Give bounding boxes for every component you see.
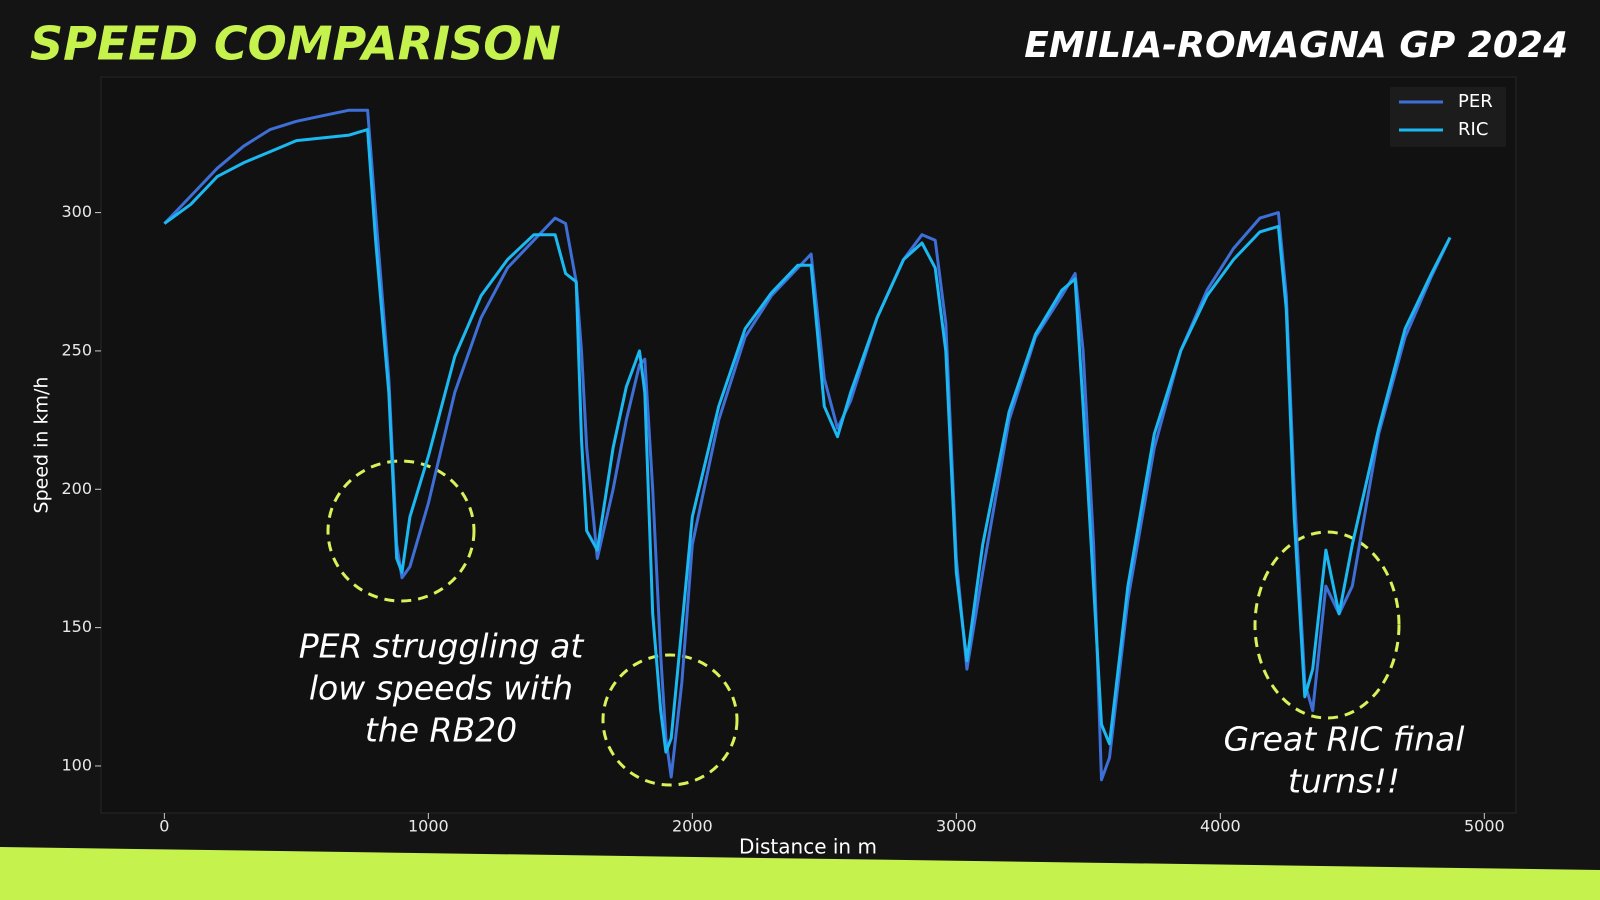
x-tick-label: 1000 xyxy=(408,817,449,836)
annotation: turns!! xyxy=(1288,762,1400,801)
x-tick-label: 2000 xyxy=(672,817,713,836)
accent-band xyxy=(0,847,1600,900)
line-series xyxy=(163,108,1452,782)
x-axis-label: Distance in m xyxy=(739,835,877,859)
x-tick-label: 3000 xyxy=(936,817,977,836)
plot-area xyxy=(100,76,1517,814)
y-axis-label: Speed in km/h xyxy=(31,377,53,514)
legend: PER RIC xyxy=(1390,87,1506,147)
highlight-circle xyxy=(1253,530,1401,720)
highlight-circles xyxy=(326,459,1401,787)
annotation: Great RIC final xyxy=(1224,720,1465,759)
y-tick-label: 300 xyxy=(61,202,92,221)
highlight-circle xyxy=(601,653,739,787)
x-tick-label: 5000 xyxy=(1464,817,1505,836)
x-tick-label: 4000 xyxy=(1200,817,1241,836)
y-tick-label: 250 xyxy=(61,340,92,359)
highlight-circle xyxy=(326,459,476,603)
annotation: PER struggling at xyxy=(299,627,585,666)
y-tick-label: 150 xyxy=(61,617,92,636)
x-tick-label: 0 xyxy=(159,817,169,836)
legend-label: RIC xyxy=(1458,119,1488,140)
y-tick-label: 100 xyxy=(61,755,92,774)
annotation: the RB20 xyxy=(365,711,517,750)
legend-label: PER xyxy=(1458,91,1493,112)
line-series xyxy=(163,128,1452,754)
annotation: low speeds with xyxy=(309,669,573,708)
chart-title: SPEED COMPARISON xyxy=(30,17,561,71)
chart-subtitle: EMILIA-ROMAGNA GP 2024 xyxy=(1024,25,1568,66)
y-tick-label: 200 xyxy=(61,479,92,498)
